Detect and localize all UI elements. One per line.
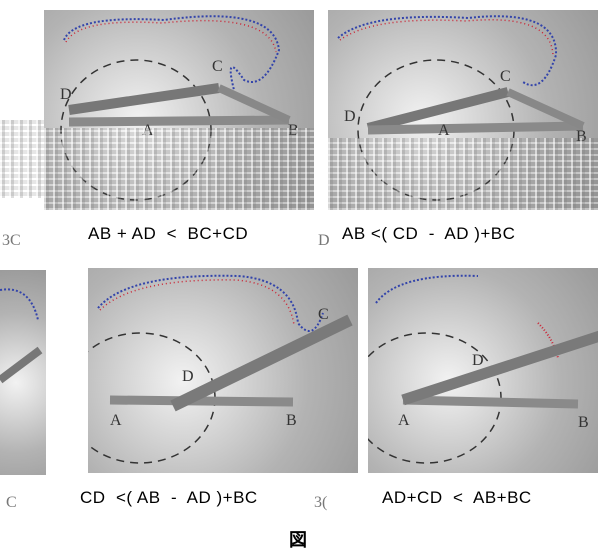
figure-label: 図: [289, 530, 307, 550]
image-artifact: [328, 138, 598, 210]
point-d-label: D: [60, 86, 72, 103]
link-cd: [506, 88, 585, 130]
photo-panel-top-left: D C A B: [44, 10, 314, 210]
dotted-contour-red: [339, 19, 554, 58]
point-d-label: D: [472, 352, 484, 369]
image-artifact-left: [0, 120, 44, 198]
linkage-overlay: [368, 274, 598, 464]
linkage-overlay: [88, 274, 353, 464]
photo-panel-bottom-right: A D B: [368, 268, 598, 473]
point-d-label: D: [344, 108, 356, 125]
caption-bottom-left: CD <( AB - AD )+BC: [80, 488, 258, 507]
point-a-label: A: [438, 122, 450, 139]
caption-top-left: AB + AD < BC+CD: [88, 224, 249, 243]
link-ab: [109, 395, 294, 407]
point-c-label: C: [318, 306, 329, 323]
link-adc: [401, 330, 598, 406]
linkage-overlay: [60, 15, 291, 201]
link-ab: [402, 395, 579, 409]
link-dc: [170, 314, 353, 412]
linkage-overlay: [0, 288, 43, 384]
dotted-contour-red: [99, 279, 295, 326]
edge-fragment-middle: D: [318, 232, 330, 249]
link-ab: [367, 121, 584, 135]
image-artifact: [44, 128, 314, 210]
dotted-contour-red: [65, 19, 277, 53]
caption-bottom-right: AD+CD < AB+BC: [382, 488, 532, 507]
photo-panel-bottom-left-edge: [0, 270, 46, 475]
dotted-contour-red: [537, 322, 559, 359]
dotted-contour: [337, 15, 558, 87]
linkage-overlay: [337, 15, 585, 201]
edge-fragment-left: C: [6, 494, 17, 511]
edge-fragment-left: 3C: [2, 232, 21, 249]
point-b-label: B: [576, 128, 587, 145]
point-c-label: C: [500, 68, 511, 85]
caption-box-top-left: [74, 214, 314, 254]
photo-panel-top-right: D C A B: [328, 10, 598, 210]
point-d-label: D: [182, 368, 194, 385]
caption-top-right: AB <( CD - AD )+BC: [342, 224, 516, 243]
photo-background: [88, 268, 358, 473]
point-b-label: B: [578, 414, 589, 431]
edge-fragment-middle: 3(: [314, 494, 328, 511]
link-cd: [217, 84, 291, 124]
point-b-label: B: [286, 412, 297, 429]
dotted-contour: [63, 15, 281, 91]
dotted-contour: [97, 274, 324, 332]
link-ad: [366, 87, 510, 133]
point-a-label: A: [110, 412, 122, 429]
dotted-contour: [375, 274, 479, 304]
photo-panel-bottom-middle: A D B C: [88, 268, 358, 473]
link-ab: [68, 115, 290, 127]
point-a-label: A: [398, 412, 410, 429]
point-c-label: C: [212, 58, 223, 75]
link-ad: [68, 83, 220, 115]
